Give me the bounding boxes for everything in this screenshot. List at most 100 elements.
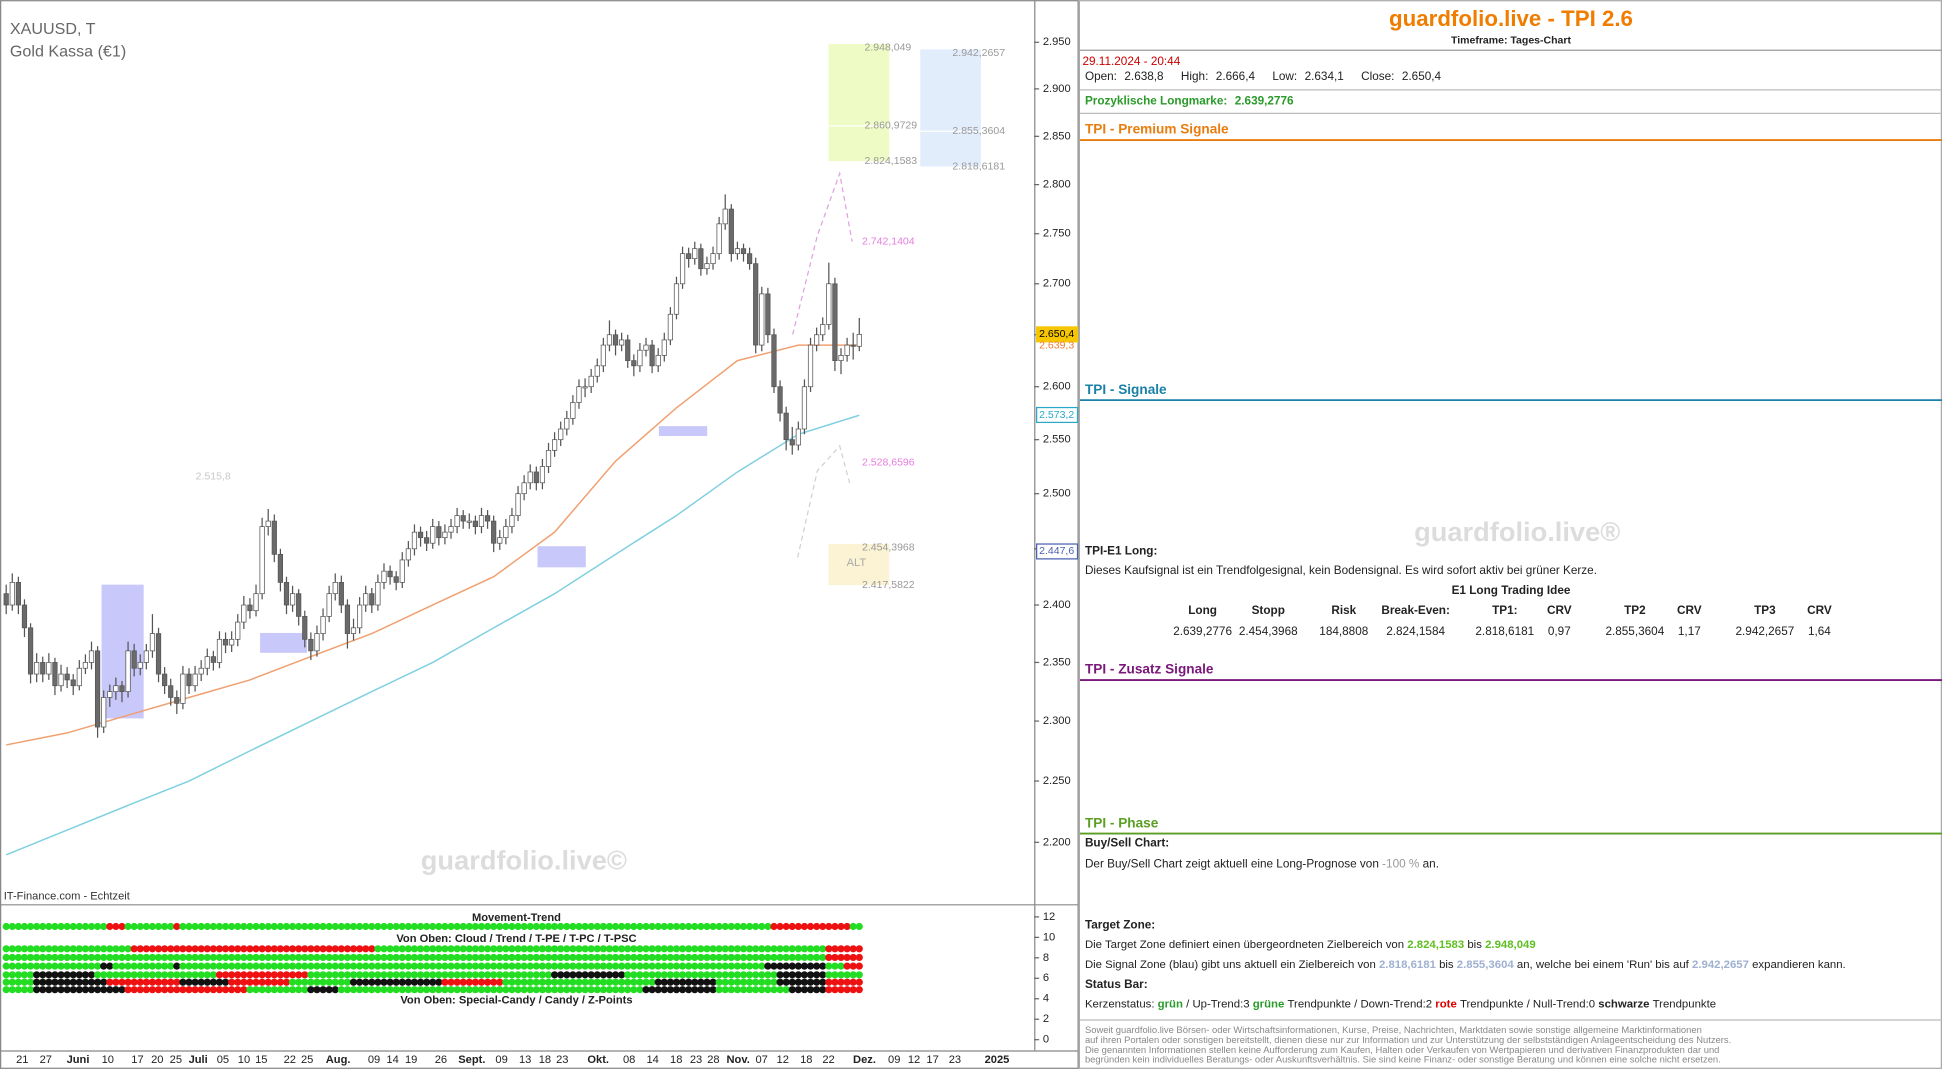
price-tag-label: 2.573,2	[1039, 409, 1074, 421]
trend-dot	[508, 986, 516, 994]
target-text: Die Target Zone definiert einen übergeor…	[1085, 939, 1536, 951]
trend-dot	[496, 922, 504, 931]
trend-dot	[301, 945, 309, 953]
trend-dot	[106, 953, 114, 962]
trend-dot	[557, 945, 565, 953]
trend-dot	[477, 978, 486, 986]
trend-dot	[374, 945, 382, 953]
candle-body	[552, 439, 558, 451]
table-cell: 2.454,3968	[1239, 625, 1298, 638]
subpanel-title: Von Oben: Special-Candy / Candy / Z-Poin…	[400, 995, 632, 1007]
candle-body	[795, 428, 801, 446]
trend-dot	[599, 986, 607, 994]
trend-dot	[8, 971, 16, 979]
trend-dot	[496, 978, 504, 986]
trend-dot	[416, 971, 425, 979]
trend-dot	[295, 953, 303, 962]
price-tag	[1036, 326, 1079, 343]
sub-tick-label: 4	[1043, 993, 1049, 1005]
trend-dot	[593, 978, 601, 986]
trend-dot	[435, 953, 443, 962]
trend-dot	[575, 971, 583, 979]
longmark-value: 2.639,2776	[1235, 95, 1294, 108]
trend-dot	[490, 945, 498, 953]
trend-dot	[136, 922, 144, 931]
trend-dot	[106, 986, 114, 994]
trend-dot	[806, 962, 815, 970]
trend-dot	[161, 953, 169, 962]
trend-dot	[520, 922, 528, 931]
trend-dot	[800, 922, 809, 931]
trend-dot	[727, 922, 735, 931]
trend-dot	[800, 978, 809, 986]
trend-dot	[228, 945, 236, 953]
trend-dot	[471, 953, 479, 962]
trend-dot	[660, 922, 668, 931]
trend-dot	[709, 945, 717, 953]
trend-dot	[39, 971, 47, 979]
trend-dot	[764, 922, 772, 931]
trend-dot	[477, 971, 486, 979]
trend-dot	[538, 922, 547, 931]
trend-dot	[252, 953, 260, 962]
trend-dot	[636, 978, 644, 986]
trend-dot	[264, 962, 272, 970]
candle-body	[113, 685, 119, 692]
trend-dot	[544, 986, 553, 994]
trend-dot	[593, 945, 601, 953]
trend-dot	[179, 986, 187, 994]
trend-dot	[575, 962, 583, 970]
trend-dot	[825, 922, 833, 931]
trend-dot	[770, 971, 778, 979]
trend-dot	[148, 945, 157, 953]
candle-body	[807, 344, 814, 388]
trend-dot	[532, 945, 540, 953]
trend-dot	[611, 962, 620, 970]
trend-dot	[721, 945, 729, 953]
trend-dot	[69, 962, 77, 970]
buysell-text: Der Buy/Sell Chart zeigt aktuell eine Lo…	[1085, 858, 1439, 871]
x-tick-label: 17	[926, 1054, 938, 1066]
trend-dot	[288, 953, 297, 962]
candle-body	[478, 515, 485, 527]
trend-dot	[685, 945, 693, 953]
trend-dot	[26, 962, 35, 970]
trend-dot	[581, 922, 589, 931]
trend-dot	[453, 953, 461, 962]
trend-dot	[410, 953, 419, 962]
trend-dot	[349, 986, 358, 994]
candle-body	[332, 582, 338, 595]
subpanel-title: Von Oben: Cloud / Trend / T-PE / T-PC / …	[396, 933, 636, 945]
candle-body	[52, 662, 58, 687]
x-tick-label: 05	[217, 1054, 229, 1066]
trend-dot	[849, 978, 857, 986]
trend-dot	[270, 971, 278, 979]
trend-dot	[362, 962, 370, 970]
candle-body	[357, 604, 363, 629]
trend-dot	[313, 922, 321, 931]
trend-dot	[410, 986, 419, 994]
trend-dot	[770, 962, 778, 970]
trend-dot	[746, 953, 754, 962]
trend-dot	[240, 971, 248, 979]
trend-dot	[557, 986, 565, 994]
x-tick-label: Nov.	[727, 1054, 750, 1066]
trend-dot	[502, 971, 510, 979]
trend-dot	[124, 945, 132, 953]
candle-body	[588, 375, 594, 388]
trend-dot	[666, 953, 674, 962]
trend-dot	[398, 945, 406, 953]
price-tag-label: 2.650,4	[1039, 328, 1074, 340]
trend-dot	[45, 945, 53, 953]
trend-dot	[404, 945, 412, 953]
trend-dot	[813, 922, 821, 931]
trend-dot	[26, 978, 35, 986]
trend-dot	[849, 962, 857, 970]
table-cell: 184,8808	[1319, 625, 1368, 638]
trend-dot	[660, 978, 668, 986]
trend-dot	[605, 986, 614, 994]
trend-dot	[337, 978, 345, 986]
trend-dot	[209, 962, 217, 970]
trend-dot	[33, 978, 41, 986]
